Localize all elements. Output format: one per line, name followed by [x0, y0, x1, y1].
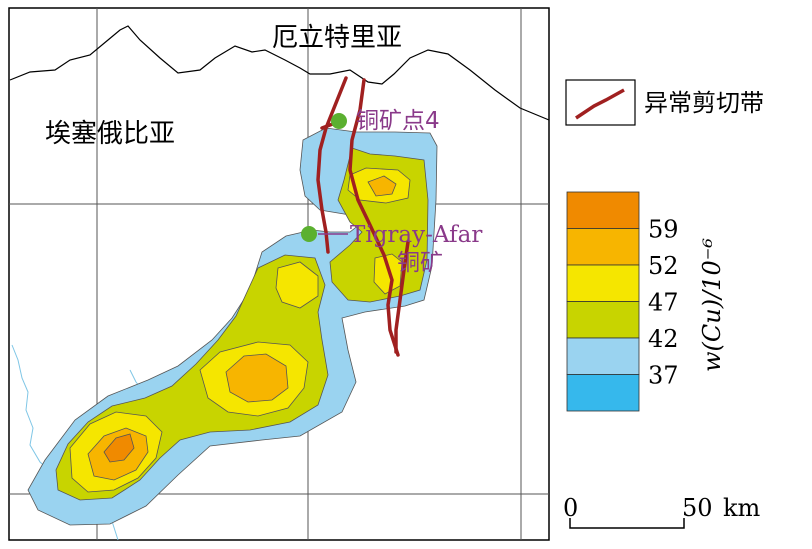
site-marker — [301, 226, 317, 242]
scale-bar-line — [569, 518, 685, 529]
legend-fault: 异常剪切带 — [565, 79, 764, 126]
site-label: Tigray-Afar — [350, 222, 482, 248]
shear-zone — [316, 76, 348, 254]
legend-class-label: 52 — [648, 252, 679, 280]
legend-color-swatch — [566, 301, 640, 339]
legend-color-scale: 59 52 47 42 37 — [566, 191, 679, 412]
cu-anomaly-zones — [27, 127, 438, 526]
shear-zone — [348, 78, 400, 357]
legend-color-swatch — [566, 374, 640, 412]
shear-zone — [394, 240, 410, 354]
map-panel: 厄立特里亚 埃塞俄比亚 铜矿点4 Tigray-Afar 铜矿 — [8, 7, 550, 541]
country-label-west: 埃塞俄比亚 — [45, 119, 175, 149]
site-label: 铜矿点4 — [356, 108, 440, 134]
anomaly-zone-42 — [55, 147, 429, 501]
national-border — [9, 25, 550, 121]
scale-bar-unit: km — [723, 494, 761, 522]
legend-fault-symbol — [575, 88, 625, 120]
scale-bar-start: 0 — [563, 494, 578, 522]
legend-class-label: 42 — [648, 325, 679, 353]
site-marker — [331, 113, 347, 129]
mine-sites — [301, 113, 348, 242]
legend-fault-label: 异常剪切带 — [644, 89, 764, 117]
river — [11, 344, 56, 476]
legend-scale-title: w(Cu)/10⁻⁶ — [698, 238, 726, 372]
legend-class-label: 59 — [648, 216, 679, 244]
legend-class-label: 47 — [648, 289, 679, 317]
scale-bar-end: 50 — [682, 494, 713, 522]
legend-color-swatch — [566, 264, 640, 302]
anomaly-zone-59 — [103, 433, 135, 463]
legend-class-label: 37 — [648, 362, 679, 390]
legend-color-swatch — [566, 191, 640, 229]
scale-bar: 0 50 km — [563, 494, 761, 529]
legend-color-swatch — [566, 337, 640, 375]
country-label-north: 厄立特里亚 — [272, 23, 402, 53]
legend-color-swatch — [566, 228, 640, 266]
site-label: 铜矿 — [397, 250, 443, 276]
